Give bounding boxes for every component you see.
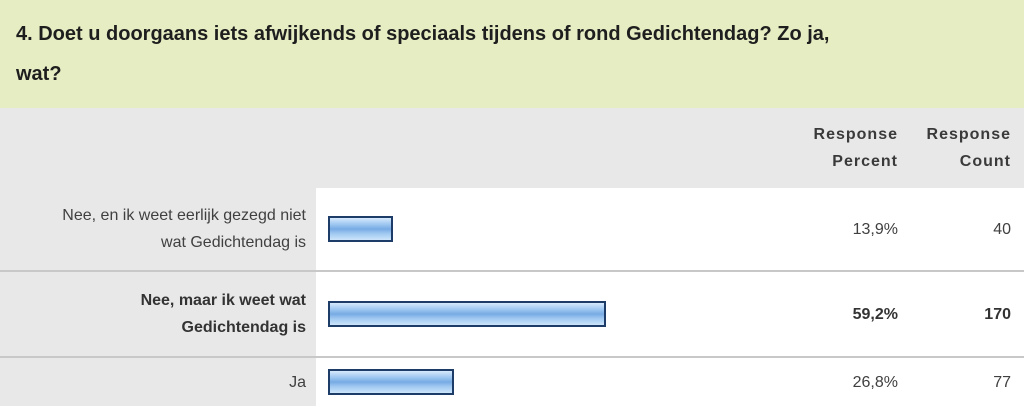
bar-track [316,272,726,356]
response-percent-value: 59,2% [852,305,898,323]
answer-row: Nee, maar ik weet wat Gedichtendag is 59… [0,270,1024,356]
answer-label: Nee, en ik weet eerlijk gezegd niet wat … [0,188,316,270]
response-count-value: 40 [993,220,1011,238]
answer-label: Ja [0,358,316,406]
response-percent-value: 13,9% [852,220,898,238]
response-bar [328,369,454,395]
table-header-spacer [0,108,316,188]
response-percent-value: 26,8% [852,373,898,391]
column-header-response-count: Response Count [926,126,1011,170]
response-bar [328,301,607,327]
column-header-response-percent: Response Percent [813,126,898,170]
response-count-value: 170 [984,305,1011,323]
bar-track [316,358,726,406]
question-header: 4. Doet u doorgaans iets afwijkends of s… [0,0,1024,108]
bar-track [316,188,726,270]
answer-label: Nee, maar ik weet wat Gedichtendag is [0,272,316,356]
response-count-value: 77 [993,373,1011,391]
answer-row: Nee, en ik weet eerlijk gezegd niet wat … [0,188,1024,270]
response-bar [328,216,394,242]
table-header-bar-spacer [316,108,726,188]
answer-row: Ja 26,8% 77 [0,356,1024,406]
question-title: 4. Doet u doorgaans iets afwijkends of s… [16,23,830,85]
table-header-row: Response Percent Response Count [0,108,1024,188]
